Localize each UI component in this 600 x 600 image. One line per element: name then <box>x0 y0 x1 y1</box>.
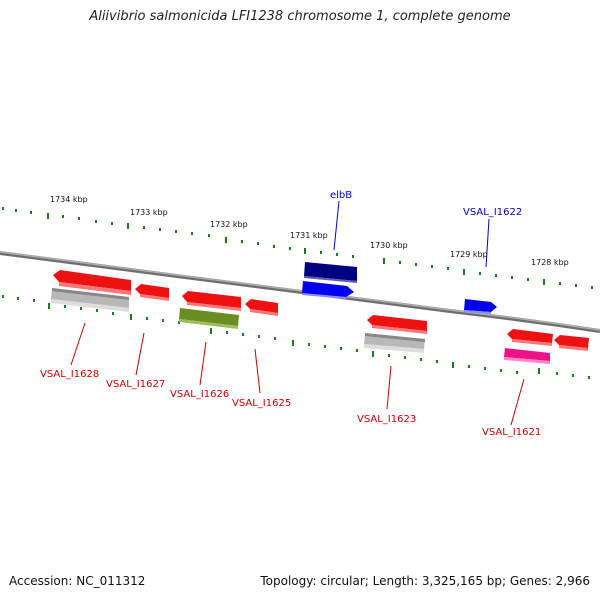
gene-label-elbB[interactable]: elbB <box>330 190 352 201</box>
gene-VSAL_I1621[interactable] <box>504 348 550 364</box>
gene-label-VSAL_I1626[interactable]: VSAL_I1626 <box>170 389 229 400</box>
map-title: Aliivibrio salmonicida LFI1238 chromosom… <box>89 9 511 24</box>
lower-scale-dots <box>2 295 590 379</box>
forward-label-lines <box>333 200 490 268</box>
accession-text: Accession: NC_011312 <box>9 574 146 588</box>
gene-VSAL_I1626-red[interactable] <box>182 291 241 311</box>
gene-label-VSAL_I1622[interactable]: VSAL_I1622 <box>463 207 522 218</box>
genome-backbone <box>0 251 600 333</box>
gene-label-VSAL_I1627[interactable]: VSAL_I1627 <box>106 379 165 390</box>
scale-tick-label: 1730 kbp <box>370 241 408 250</box>
reverse-label-lines <box>70 322 525 426</box>
scale-tick-label: 1733 kbp <box>130 208 168 217</box>
gene-label-VSAL_I1628[interactable]: VSAL_I1628 <box>40 369 99 380</box>
gene-VSAL_I1621-red[interactable] <box>507 329 553 346</box>
gene-label-VSAL_I1621[interactable]: VSAL_I1621 <box>482 427 541 438</box>
gene-elbB[interactable] <box>304 262 357 283</box>
upper-scale-dots <box>2 207 593 289</box>
scale-tick-label: 1732 kbp <box>210 220 248 229</box>
gene-VSAL_I1625[interactable] <box>245 299 278 316</box>
scale-tick-label: 1734 kbp <box>50 195 88 204</box>
gene-VSAL_I1623-red[interactable] <box>367 315 427 334</box>
gene-VSAL_I1627[interactable] <box>135 284 169 301</box>
gene-red-end[interactable] <box>554 335 589 351</box>
gene-VSAL_I1626[interactable] <box>179 308 239 329</box>
gene-gray-1[interactable] <box>51 288 129 312</box>
gene-forward-blue-1[interactable] <box>302 281 354 299</box>
gene-VSAL_I1628[interactable] <box>53 270 131 295</box>
gene-label-VSAL_I1623[interactable]: VSAL_I1623 <box>357 414 416 425</box>
gene-label-VSAL_I1625[interactable]: VSAL_I1625 <box>232 398 291 409</box>
gene-VSAL_I1623[interactable] <box>364 333 425 353</box>
genome-stats-text: Topology: circular; Length: 3,325,165 bp… <box>260 574 590 588</box>
gene-VSAL_I1622[interactable] <box>464 299 497 314</box>
scale-tick-label: 1728 kbp <box>531 258 569 267</box>
scale-tick-label: 1731 kbp <box>290 231 328 240</box>
scale-tick-label: 1729 kbp <box>450 250 488 259</box>
